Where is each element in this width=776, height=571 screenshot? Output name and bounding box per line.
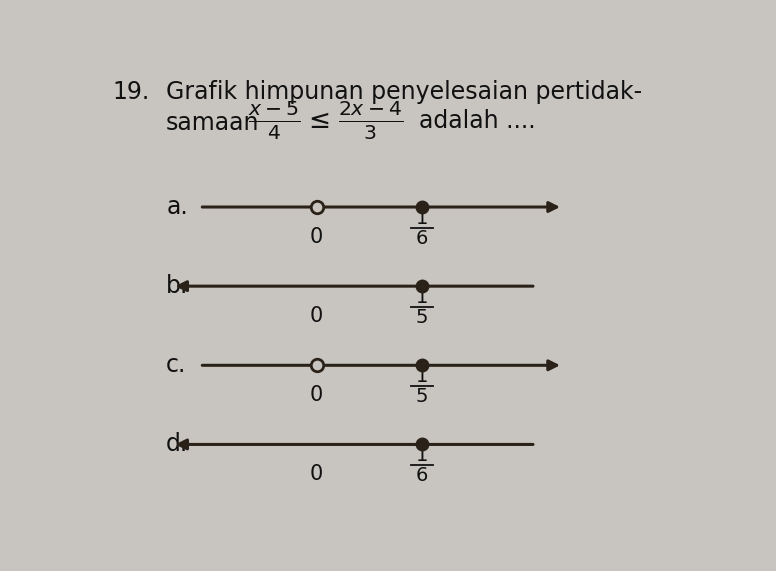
Text: 6: 6: [416, 467, 428, 485]
Text: $\frac{x-5}{4}$: $\frac{x-5}{4}$: [248, 99, 301, 142]
Text: $\leq$: $\leq$: [303, 108, 330, 134]
Text: 1: 1: [416, 288, 428, 307]
Text: c.: c.: [166, 353, 186, 377]
Text: 0: 0: [310, 464, 323, 484]
Text: 0: 0: [310, 227, 323, 247]
Text: $\frac{2x-4}{3}$: $\frac{2x-4}{3}$: [338, 99, 404, 142]
Text: Grafik himpunan penyelesaian pertidak-: Grafik himpunan penyelesaian pertidak-: [166, 79, 643, 103]
Text: 6: 6: [416, 229, 428, 248]
Text: 19.: 19.: [112, 79, 149, 103]
Text: 1: 1: [416, 367, 428, 386]
Text: adalah ....: adalah ....: [419, 109, 535, 133]
Text: 5: 5: [415, 387, 428, 407]
Text: d.: d.: [166, 432, 189, 456]
Text: 1: 1: [416, 446, 428, 465]
Text: b.: b.: [166, 274, 189, 298]
Text: 1: 1: [416, 208, 428, 228]
Text: 5: 5: [415, 308, 428, 327]
Text: 0: 0: [310, 385, 323, 405]
Text: samaan: samaan: [166, 111, 260, 135]
Text: 0: 0: [310, 306, 323, 326]
Text: a.: a.: [166, 195, 188, 219]
